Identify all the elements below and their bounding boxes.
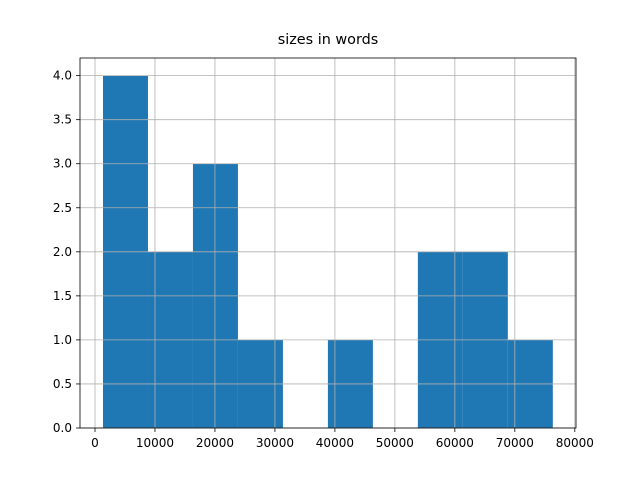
y-tick-label: 0.5 xyxy=(53,377,72,391)
x-tick-label: 70000 xyxy=(496,436,534,450)
x-tick-label: 60000 xyxy=(436,436,474,450)
x-tick-label: 30000 xyxy=(256,436,294,450)
y-tick-label: 1.0 xyxy=(53,333,72,347)
x-tick-label: 20000 xyxy=(196,436,234,450)
y-tick-label: 2.0 xyxy=(53,245,72,259)
y-tick-label: 3.0 xyxy=(53,157,72,171)
x-tick-label: 10000 xyxy=(136,436,174,450)
y-tick-label: 2.5 xyxy=(53,201,72,215)
x-tick-label: 40000 xyxy=(316,436,354,450)
y-tick-label: 1.5 xyxy=(53,289,72,303)
y-tick-label: 0.0 xyxy=(53,421,72,435)
x-tick-label: 0 xyxy=(91,436,99,450)
x-tick-label: 80000 xyxy=(556,436,594,450)
chart-title: sizes in words xyxy=(278,32,379,48)
plot-frame xyxy=(79,57,577,429)
y-tick-label: 3.5 xyxy=(53,113,72,127)
y-tick-label: 4.0 xyxy=(53,69,72,83)
x-tick-label: 50000 xyxy=(376,436,414,450)
